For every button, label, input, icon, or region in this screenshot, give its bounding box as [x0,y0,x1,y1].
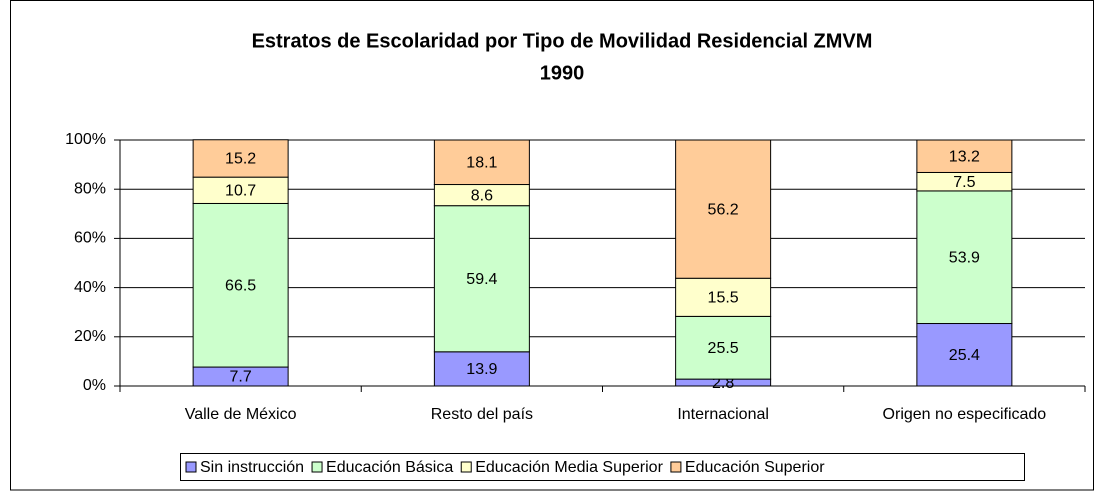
y-tick-label: 80% [74,180,106,197]
bar-segment [916,323,1013,387]
legend-label: Educación Básica [326,459,453,476]
y-tick-label: 40% [74,279,106,296]
chart-title: 1990 [540,62,585,84]
bar-segment [192,139,289,178]
legend-label: Educación Media Superior [475,459,663,476]
legend-label: Sin instrucción [200,459,304,476]
y-tick-label: 100% [65,131,106,148]
bar-segment [433,139,530,186]
legend-label: Educación Superior [685,459,825,476]
y-tick-label: 20% [74,328,106,345]
bar-segment [192,202,289,368]
bar-segment [192,176,289,204]
legend-swatch [185,461,197,473]
chart-title: Estratos de Escolaridad por Tipo de Movi… [252,30,873,52]
x-tick-label: Internacional [677,406,769,423]
y-tick-label: 0% [83,377,106,394]
bar-segment [675,277,772,317]
data-label: 13.9 [466,361,497,378]
bar-segment [433,351,530,387]
data-label: 18.1 [466,154,497,171]
legend-swatch [670,461,682,473]
data-label: 15.2 [225,151,256,168]
data-label: 25.5 [708,340,739,357]
x-tick-label: Origen no especificado [883,406,1047,423]
data-label: 7.7 [230,369,252,386]
data-label: 25.4 [949,347,980,364]
x-tick-label: Valle de México [185,406,297,423]
bar-segment [916,139,1013,173]
legend-swatch [311,461,323,473]
data-label: 66.5 [225,277,256,294]
bar-segment [675,139,772,279]
y-tick-label: 60% [74,230,106,247]
legend-swatch [460,461,472,473]
data-label: 8.6 [471,187,493,204]
data-label: 13.2 [949,148,980,165]
data-label: 53.9 [949,249,980,266]
data-label: 7.5 [953,174,975,191]
data-label: 56.2 [708,201,739,218]
x-tick-label: Resto del país [431,406,533,423]
chart-frame [10,0,1094,491]
data-label: 15.5 [708,290,739,307]
data-label: 59.4 [466,271,497,288]
bar-segment [675,315,772,380]
bar-segment [433,205,530,353]
data-label: 10.7 [225,183,256,200]
bar-segment [916,190,1013,325]
